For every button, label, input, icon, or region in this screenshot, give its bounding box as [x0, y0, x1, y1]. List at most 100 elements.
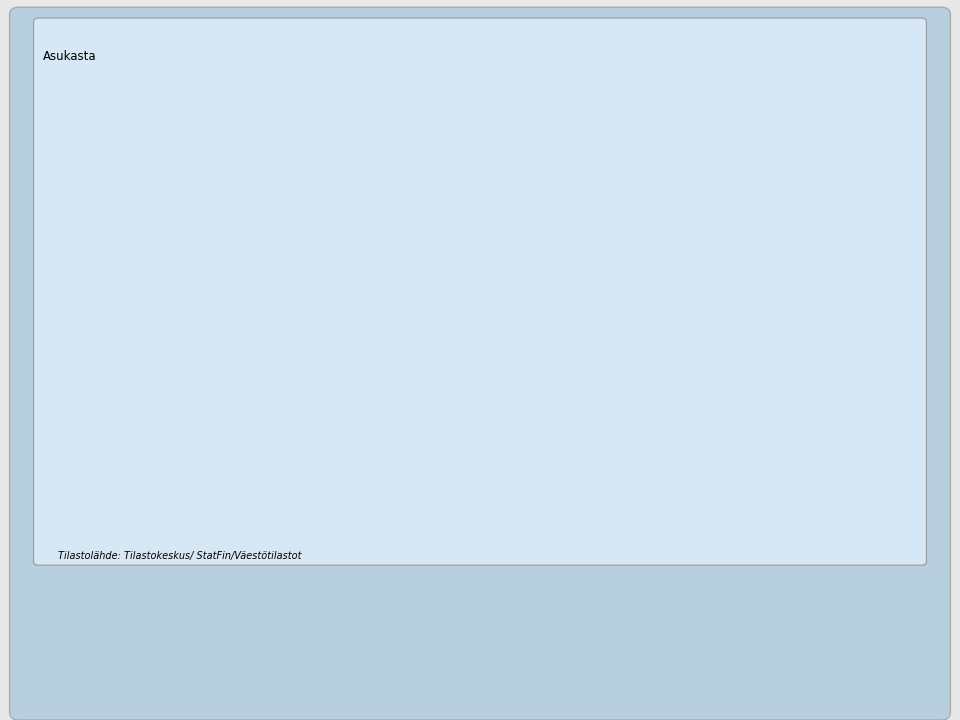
Luonnollinen väestönlisäys: [172, 248, 183, 256]
Luonnollinen väestönlisäys: [753, 390, 764, 398]
Kuntien välinen nettomuutto: [390, 460, 401, 469]
Kokonaismuutos: [789, 356, 801, 364]
Kokonaismuutos: [280, 470, 292, 479]
Luonnollinen väestönlisäys: [643, 364, 655, 372]
Line: Luonnollinen väestönlisäys: Luonnollinen väestönlisäys: [102, 249, 906, 428]
Luonnollinen väestönlisäys: [680, 362, 691, 371]
Kokonaismuutos: [498, 312, 510, 321]
Kokonaismuutos: [535, 351, 546, 359]
Luonnollinen väestönlisäys: [353, 343, 365, 351]
Kuntien välinen nettomuutto: [753, 388, 764, 397]
Nettosiirtolaisuus: [353, 212, 365, 221]
Nettosiirtolaisuus: [680, 199, 691, 208]
Kokonaismuutos: [425, 495, 437, 504]
Luonnollinen väestönlisäys: [462, 351, 473, 359]
Kokonaismuutos: [571, 410, 583, 419]
Nettosiirtolaisuus: [135, 155, 147, 163]
Nettosiirtolaisuus: [643, 199, 655, 208]
Kokonaismuutos: [99, 274, 110, 282]
Kuntien välinen nettomuutto: [207, 422, 219, 431]
Nettosiirtolaisuus: [535, 186, 546, 195]
Kokonaismuutos: [462, 346, 473, 355]
Kuntien välinen nettomuutto: [789, 397, 801, 406]
Luonnollinen väestönlisäys: [607, 391, 618, 400]
Kuntien välinen nettomuutto: [425, 460, 437, 469]
Luonnollinen väestönlisäys: [135, 302, 147, 311]
Nettosiirtolaisuus: [244, 197, 255, 205]
Luonnollinen väestönlisäys: [498, 346, 510, 355]
Nettosiirtolaisuus: [789, 111, 801, 120]
Kokonaismuutos: [643, 351, 655, 359]
Kokonaismuutos: [207, 370, 219, 379]
Title: Väestönmuutokset Etelä-Karjalassa 1990 - 2012: Väestönmuutokset Etelä-Karjalassa 1990 -…: [287, 18, 721, 36]
Kuntien välinen nettomuutto: [535, 351, 546, 359]
Kokonaismuutos: [244, 354, 255, 363]
Kuntien välinen nettomuutto: [680, 454, 691, 462]
Nettosiirtolaisuus: [607, 212, 618, 221]
Line: Nettosiirtolaisuus: Nettosiirtolaisuus: [102, 113, 906, 242]
Luonnollinen väestönlisäys: [280, 328, 292, 337]
Kokonaismuutos: [172, 377, 183, 385]
Nettosiirtolaisuus: [425, 206, 437, 215]
Kuntien välinen nettomuutto: [462, 331, 473, 340]
Nettosiirtolaisuus: [462, 199, 473, 208]
Kokonaismuutos: [317, 492, 328, 501]
Luonnollinen väestönlisäys: [535, 354, 546, 363]
Kuntien välinen nettomuutto: [716, 397, 728, 406]
Kokonaismuutos: [390, 451, 401, 459]
Kuntien välinen nettomuutto: [353, 346, 365, 355]
Luonnollinen väestönlisäys: [390, 367, 401, 376]
Nettosiirtolaisuus: [207, 197, 219, 205]
Kuntien välinen nettomuutto: [498, 327, 510, 336]
Nettosiirtolaisuus: [172, 192, 183, 200]
Kuntien välinen nettomuutto: [99, 333, 110, 342]
Nettosiirtolaisuus: [498, 185, 510, 194]
Line: Kuntien välinen nettomuutto: Kuntien välinen nettomuutto: [102, 296, 906, 482]
Kuntien välinen nettomuutto: [825, 405, 836, 414]
Text: Tilastolähde: Tilastokeskus/ StatFin/Väestötilastot: Tilastolähde: Tilastokeskus/ StatFin/Väe…: [58, 551, 301, 561]
Kuntien välinen nettomuutto: [898, 331, 909, 340]
Luonnollinen väestönlisäys: [207, 306, 219, 315]
Line: Kokonaismuutos: Kokonaismuutos: [102, 275, 906, 503]
Kuntien välinen nettomuutto: [607, 397, 618, 406]
Kuntien välinen nettomuutto: [280, 439, 292, 448]
Kuntien välinen nettomuutto: [317, 428, 328, 436]
Text: Asukasta: Asukasta: [43, 50, 97, 63]
Nettosiirtolaisuus: [716, 199, 728, 208]
Nettosiirtolaisuus: [99, 207, 110, 216]
Kokonaismuutos: [716, 354, 728, 363]
Luonnollinen väestönlisäys: [789, 422, 801, 431]
Luonnollinen väestönlisäys: [898, 391, 909, 400]
Luonnollinen väestönlisäys: [571, 409, 583, 418]
Luonnollinen väestönlisäys: [716, 390, 728, 398]
Nettosiirtolaisuus: [571, 171, 583, 179]
Kokonaismuutos: [607, 377, 618, 385]
Nettosiirtolaisuus: [390, 190, 401, 199]
Luonnollinen väestönlisäys: [317, 327, 328, 336]
Kokonaismuutos: [898, 327, 909, 336]
Nettosiirtolaisuus: [898, 122, 909, 131]
Nettosiirtolaisuus: [861, 126, 873, 135]
Legend: Kokonaismuutos: Kokonaismuutos: [615, 410, 749, 433]
Luonnollinen väestönlisäys: [825, 369, 836, 377]
Nettosiirtolaisuus: [825, 129, 836, 138]
Kokonaismuutos: [135, 301, 147, 310]
Nettosiirtolaisuus: [753, 135, 764, 144]
Nettosiirtolaisuus: [317, 197, 328, 205]
Luonnollinen väestönlisäys: [861, 390, 873, 398]
Kuntien välinen nettomuutto: [643, 294, 655, 303]
Luonnollinen väestönlisäys: [99, 264, 110, 273]
Kuntien välinen nettomuutto: [571, 410, 583, 419]
Luonnollinen väestönlisäys: [244, 253, 255, 261]
Nettosiirtolaisuus: [280, 235, 292, 243]
Kokonaismuutos: [861, 391, 873, 400]
Kokonaismuutos: [680, 354, 691, 363]
Kokonaismuutos: [825, 354, 836, 363]
Kuntien välinen nettomuutto: [172, 418, 183, 427]
Kokonaismuutos: [753, 454, 764, 462]
Kokonaismuutos: [353, 315, 365, 324]
Kuntien välinen nettomuutto: [244, 474, 255, 483]
Kuntien välinen nettomuutto: [861, 407, 873, 415]
Kuntien välinen nettomuutto: [135, 348, 147, 356]
Luonnollinen väestönlisäys: [425, 386, 437, 395]
